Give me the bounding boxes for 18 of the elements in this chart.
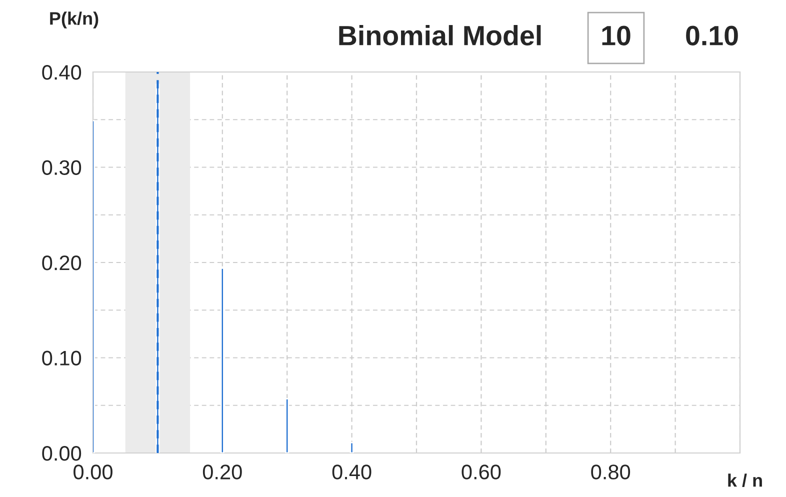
x-axis-title: k / n [728, 474, 762, 488]
text: 10 [602, 26, 630, 46]
bar [220, 268, 224, 453]
chart-title: Binomial Model [339, 25, 541, 46]
x-tick-label: 0.80 [591, 464, 630, 480]
bar [350, 442, 354, 453]
y-tick-label: 0.40 [42, 65, 82, 80]
y-tick-label: 0.00 [42, 446, 82, 461]
y-tick-label: 0.10 [42, 350, 82, 366]
y-axis-title: P(k/n) [50, 12, 98, 28]
y-tick-label: 0.30 [42, 160, 82, 176]
x-tick-label: 0.00 [74, 464, 112, 480]
x-tick-label: 0.60 [462, 464, 501, 480]
bar [285, 398, 290, 453]
x-tick-label: 0.40 [332, 464, 372, 480]
x-tick-label: 0.20 [202, 464, 242, 480]
y-tick-label: 0.20 [42, 256, 82, 270]
text: 0.10 [686, 26, 738, 46]
